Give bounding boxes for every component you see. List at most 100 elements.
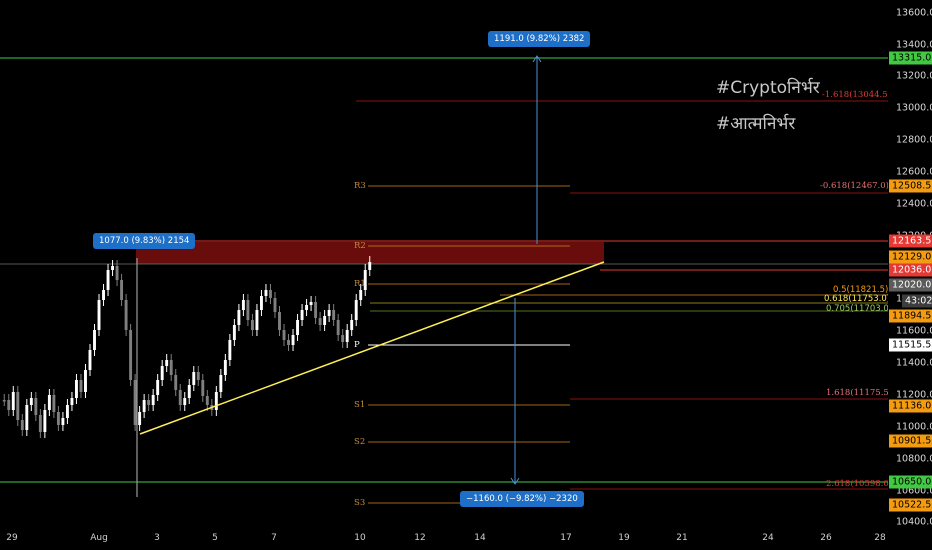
candle-body[interactable] (282, 330, 286, 340)
candle-body[interactable] (305, 305, 309, 310)
measure-callout-bottom[interactable]: −1160.0 (−9.82%) −2320 (460, 491, 584, 507)
candle-body[interactable] (20, 420, 24, 430)
candle-body[interactable] (237, 310, 241, 325)
date-tick-label: 26 (820, 533, 832, 543)
candle-body[interactable] (296, 320, 300, 335)
candle-body[interactable] (359, 290, 363, 300)
candle-body[interactable] (314, 302, 318, 318)
candle-body[interactable] (269, 290, 272, 298)
candle-body[interactable] (278, 312, 281, 330)
pivot-label-s1: S1 (354, 400, 366, 410)
price-tag: 11515.5 (889, 338, 932, 352)
candle-body[interactable] (133, 380, 137, 425)
candle-body[interactable] (151, 395, 155, 405)
candle-body[interactable] (16, 392, 20, 420)
candle-body[interactable] (165, 360, 169, 366)
candle-body[interactable] (79, 380, 83, 392)
candle-body[interactable] (201, 380, 205, 396)
candle-body[interactable] (84, 370, 87, 392)
candle-body[interactable] (264, 290, 268, 296)
candle-body[interactable] (205, 396, 209, 405)
candle-body[interactable] (124, 300, 128, 330)
candle-body[interactable] (341, 335, 345, 342)
candle-body[interactable] (7, 400, 11, 410)
candle-body[interactable] (318, 318, 322, 325)
candle-body[interactable] (336, 320, 340, 335)
candle-body[interactable] (354, 300, 358, 320)
candle-body[interactable] (111, 266, 115, 270)
candle-body[interactable] (368, 262, 372, 270)
candle-body[interactable] (332, 310, 336, 320)
date-tick-label: 7 (271, 533, 277, 543)
candle-body[interactable] (327, 310, 331, 316)
candle-body[interactable] (88, 350, 92, 370)
candle-body[interactable] (219, 375, 223, 392)
candle-body[interactable] (102, 290, 105, 300)
candle-body[interactable] (52, 395, 56, 412)
candle-body[interactable] (74, 380, 78, 398)
candle-body[interactable] (192, 372, 196, 385)
price-tag: 11894.5 (889, 309, 932, 323)
candle-body[interactable] (2, 400, 6, 402)
measure-up-arrowhead (532, 55, 542, 63)
candle-body[interactable] (97, 300, 101, 330)
candle-body[interactable] (174, 375, 178, 390)
candle-body[interactable] (56, 412, 60, 425)
candle-body[interactable] (287, 340, 290, 345)
candle-body[interactable] (255, 310, 259, 330)
price-plot[interactable] (0, 0, 888, 550)
fib-label: -1.618(13044.5) (822, 90, 891, 100)
candle-body[interactable] (214, 392, 218, 410)
candle-body[interactable] (65, 405, 69, 418)
candle-body[interactable] (187, 385, 191, 398)
candle-body[interactable] (115, 266, 119, 280)
candle-body[interactable] (120, 280, 124, 300)
candle-body[interactable] (241, 300, 245, 310)
candle-body[interactable] (29, 398, 33, 405)
measure-callout-top[interactable]: 1191.0 (9.82%) 2382 (488, 31, 591, 47)
candle-body[interactable] (309, 302, 313, 305)
date-tick-label: 3 (154, 533, 160, 543)
candle-body[interactable] (147, 400, 151, 405)
candle-body[interactable] (47, 395, 51, 410)
candle-body[interactable] (25, 405, 29, 430)
candle-body[interactable] (273, 298, 277, 312)
candlestick-series[interactable] (2, 256, 372, 497)
candle-body[interactable] (11, 392, 15, 410)
candle-body[interactable] (61, 418, 65, 425)
candle-body[interactable] (34, 398, 38, 415)
candle-body[interactable] (323, 316, 327, 325)
candle-body[interactable] (228, 340, 232, 360)
candle-body[interactable] (160, 366, 164, 380)
candle-body[interactable] (345, 330, 349, 342)
candle-body[interactable] (169, 360, 173, 375)
candle-body[interactable] (196, 372, 200, 380)
price-tag: 12508.5 (889, 179, 932, 193)
candle-body[interactable] (300, 310, 304, 320)
candle-body[interactable] (178, 390, 182, 405)
candle-body[interactable] (156, 380, 160, 395)
candle-body[interactable] (183, 398, 187, 405)
candle-body[interactable] (291, 335, 295, 345)
candle-body[interactable] (43, 410, 47, 432)
candle-body[interactable] (38, 415, 42, 432)
candle-body[interactable] (129, 330, 133, 380)
candle-body[interactable] (232, 325, 236, 340)
fib-label: -0.618(12467.0) (820, 181, 889, 191)
resistance-zone[interactable] (136, 242, 604, 264)
candle-body[interactable] (250, 320, 254, 330)
candle-body[interactable] (106, 270, 110, 290)
measure-callout-left[interactable]: 1077.0 (9.83%) 2154 (93, 233, 196, 249)
candle-body[interactable] (93, 330, 96, 350)
candle-body[interactable] (138, 412, 142, 425)
candle-body[interactable] (246, 300, 250, 320)
candle-body[interactable] (350, 320, 354, 330)
candle-body[interactable] (70, 398, 74, 405)
candle-body[interactable] (363, 270, 367, 290)
ascending-trendline[interactable] (139, 261, 605, 435)
candle-body[interactable] (259, 296, 263, 310)
candle-body[interactable] (142, 400, 146, 412)
candle-body[interactable] (223, 360, 227, 375)
pivot-label-s2: S2 (354, 437, 366, 447)
